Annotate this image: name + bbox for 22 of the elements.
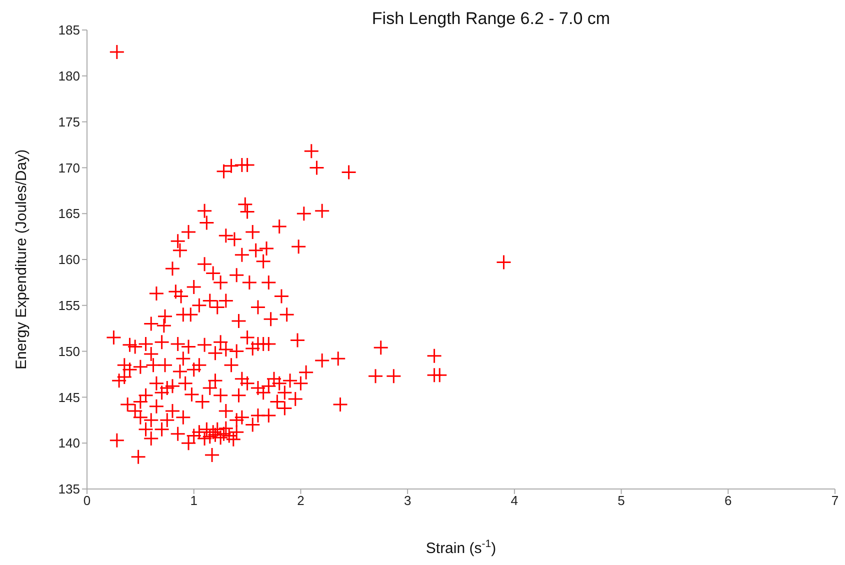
y-tick-label: 140	[58, 436, 80, 451]
y-tick-label: 180	[58, 68, 80, 84]
x-axis-title: Strain (s$^{-1}$)	[426, 538, 496, 557]
x-tick-label: 2	[297, 493, 304, 508]
y-tick-label: 155	[58, 298, 80, 314]
y-axis-title: Energy Expenditure (Joules/Day)	[13, 149, 30, 370]
y-tick-label: 160	[58, 252, 80, 268]
x-tick-label: 6	[724, 493, 732, 508]
x-tick-label: 7	[831, 493, 839, 508]
chart-title: Fish Length Range 6.2 - 7.0 cm	[372, 9, 610, 28]
y-tick-label: 145	[58, 390, 80, 405]
x-tick-label: 4	[510, 493, 518, 508]
y-tick-label: 165	[58, 206, 80, 222]
y-tick-label: 135	[58, 482, 80, 497]
x-tick-label: 5	[618, 493, 625, 508]
x-tick-label: 0	[83, 493, 91, 508]
x-tick-label: 3	[404, 493, 412, 508]
y-tick-label: 170	[58, 160, 80, 176]
y-tick-label: 150	[58, 344, 80, 359]
y-tick-label: 175	[58, 114, 80, 130]
x-tick-label: 1	[190, 493, 198, 508]
y-tick-label: 185	[58, 22, 80, 38]
